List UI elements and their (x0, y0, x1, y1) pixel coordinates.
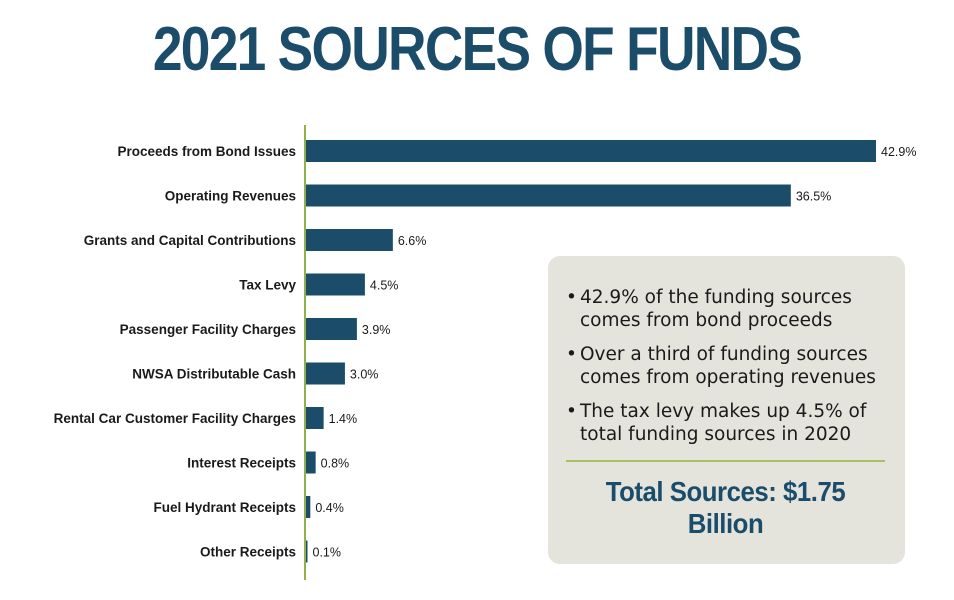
category-label-interest-receipts: Interest Receipts (187, 456, 296, 471)
category-label-proceeds-from-bond-issues: Proceeds from Bond Issues (117, 144, 296, 159)
bars-layer: Proceeds from Bond Issues 42.9% Operating … (54, 140, 916, 563)
category-label-operating-revenues: Operating Revenues (165, 189, 296, 204)
value-label-tax-levy: 4.5% (370, 279, 399, 293)
category-label-nwsa-distributable-cash: NWSA Distributable Cash (132, 367, 296, 382)
value-label-proceeds-from-bond-issues: 42.9% (881, 145, 916, 159)
category-label-other-receipts: Other Receipts (200, 545, 296, 560)
bar-operating-revenues (305, 184, 791, 207)
category-label-fuel-hydrant-receipts: Fuel Hydrant Receipts (153, 500, 296, 515)
value-label-other-receipts: 0.1% (313, 546, 342, 560)
info-bullet-tax-levy: The tax levy makes up 4.5% of total fund… (566, 400, 885, 446)
value-label-grants-and-capital-contributions: 6.6% (398, 234, 427, 248)
info-bullet-bond-proceeds: 42.9% of the funding sources comes from … (566, 286, 885, 332)
info-box: 42.9% of the funding sources comes from … (548, 256, 905, 564)
info-box-divider (566, 460, 885, 462)
value-label-interest-receipts: 0.8% (321, 457, 350, 471)
info-bullet-operating-revenues: Over a third of funding sources comes fr… (566, 343, 885, 389)
bar-proceeds-from-bond-issues (305, 140, 876, 162)
bar-grants-and-capital-contributions (305, 229, 393, 251)
total-sources: Total Sources: $1.75 Billion (605, 476, 846, 539)
chart-title: 2021 SOURCES OF FUNDS (152, 15, 803, 84)
category-label-tax-levy: Tax Levy (239, 278, 296, 293)
bar-interest-receipts (305, 451, 316, 474)
value-label-nwsa-distributable-cash: 3.0% (350, 368, 379, 382)
value-label-operating-revenues: 36.5% (796, 190, 831, 204)
value-label-rental-car-customer-facility-charges: 1.4% (329, 412, 358, 426)
bar-nwsa-distributable-cash (305, 362, 345, 385)
category-label-grants-and-capital-contributions: Grants and Capital Contributions (84, 233, 296, 248)
bar-other-receipts (305, 540, 308, 563)
category-label-rental-car-customer-facility-charges: Rental Car Customer Facility Charges (54, 411, 296, 426)
bar-passenger-facility-charges (305, 318, 357, 340)
bar-rental-car-customer-facility-charges (305, 407, 324, 429)
category-label-passenger-facility-charges: Passenger Facility Charges (120, 322, 296, 337)
value-label-passenger-facility-charges: 3.9% (362, 323, 391, 337)
info-bullet-list: 42.9% of the funding sources comes from … (566, 286, 885, 446)
bar-fuel-hydrant-receipts (305, 496, 311, 518)
value-label-fuel-hydrant-receipts: 0.4% (315, 501, 344, 515)
bar-tax-levy (305, 273, 365, 296)
